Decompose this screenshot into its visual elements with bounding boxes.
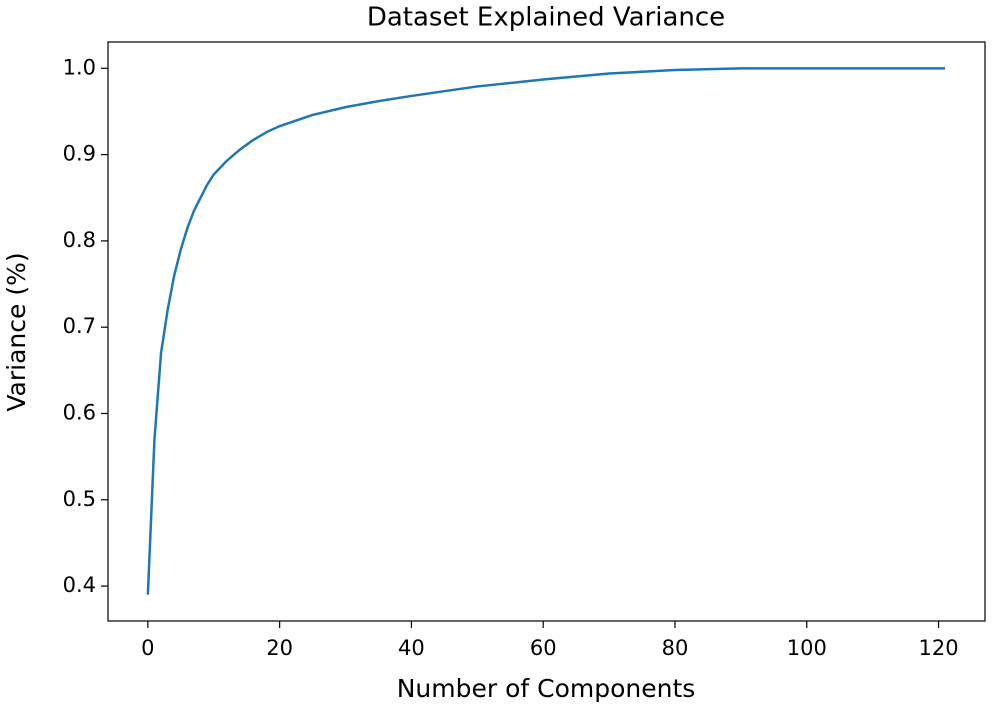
- y-tick-label: 0.7: [63, 314, 96, 338]
- y-tick-label: 0.6: [63, 400, 96, 424]
- y-tick-label: 0.5: [63, 487, 96, 511]
- chart-title: Dataset Explained Variance: [367, 3, 725, 33]
- y-axis-label: Variance (%): [2, 252, 31, 411]
- y-tick-label: 1.0: [63, 55, 96, 79]
- y-tick-label: 0.8: [63, 228, 96, 252]
- x-tick-label: 100: [787, 636, 827, 660]
- x-tick-label: 80: [662, 636, 689, 660]
- x-tick-label: 60: [530, 636, 557, 660]
- x-tick-label: 120: [919, 636, 959, 660]
- line: [146, 67, 946, 595]
- x-tick-label: 20: [266, 636, 293, 660]
- y-tick-label: 0.9: [63, 142, 96, 166]
- x-axis-label: Number of Components: [397, 674, 696, 703]
- plot-frame: [107, 41, 986, 622]
- x-tick-label: 40: [398, 636, 425, 660]
- y-tick-label: 0.4: [63, 573, 96, 597]
- x-tick-label: 0: [141, 636, 154, 660]
